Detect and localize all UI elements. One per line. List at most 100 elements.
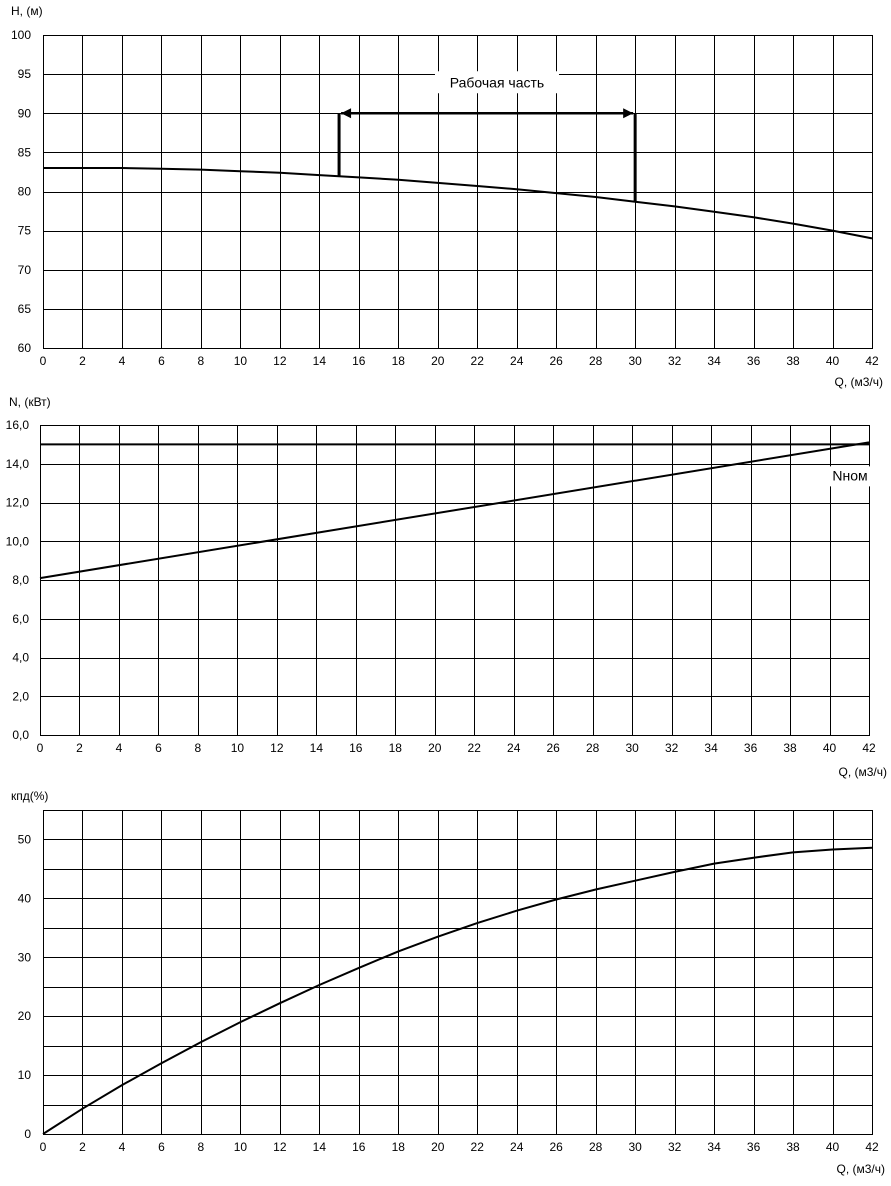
y-axis-label: H, (м) — [11, 4, 43, 18]
x-axis-label: Q, (м3/ч) — [834, 375, 883, 389]
x-tick-label: 32 — [668, 1140, 682, 1154]
x-tick-label: 10 — [234, 1140, 248, 1154]
y-tick-label: 70 — [18, 263, 32, 277]
x-tick-label: 12 — [270, 741, 284, 755]
x-tick-label: 28 — [589, 354, 603, 368]
x-tick-label: 22 — [471, 354, 485, 368]
x-tick-label: 20 — [428, 741, 442, 755]
y-tick-label: 0 — [24, 1127, 31, 1141]
x-tick-label: 40 — [826, 1140, 840, 1154]
y-tick-label: 10 — [18, 1068, 32, 1082]
x-tick-label: 32 — [665, 741, 679, 755]
x-tick-label: 40 — [823, 741, 837, 755]
y-tick-label: 75 — [18, 224, 32, 238]
x-axis-label: Q, (м3/ч) — [836, 1162, 885, 1176]
series-label: Nном — [832, 467, 867, 483]
x-tick-label: 22 — [471, 1140, 485, 1154]
y-tick-label: 50 — [18, 832, 32, 846]
x-tick-label: 24 — [510, 1140, 524, 1154]
y-tick-label: 30 — [18, 950, 32, 964]
arrowhead-right — [623, 108, 634, 119]
x-tick-label: 32 — [668, 354, 682, 368]
x-tick-label: 26 — [550, 1140, 564, 1154]
x-tick-label: 24 — [507, 741, 521, 755]
x-tick-label: 42 — [865, 1140, 879, 1154]
x-tick-label: 4 — [119, 354, 126, 368]
y-tick-label: 0,0 — [12, 728, 29, 742]
x-tick-label: 18 — [392, 1140, 406, 1154]
y-axis-label: кпд(%) — [11, 789, 48, 803]
x-tick-label: 6 — [158, 1140, 165, 1154]
x-tick-label: 30 — [628, 354, 642, 368]
y-tick-label: 40 — [18, 891, 32, 905]
x-axis-label: Q, (м3/ч) — [838, 765, 887, 779]
y-tick-label: 90 — [18, 106, 32, 120]
x-tick-label: 10 — [231, 741, 245, 755]
y-tick-label: 8,0 — [12, 573, 29, 587]
x-tick-label: 10 — [234, 354, 248, 368]
x-tick-label: 22 — [468, 741, 482, 755]
y-tick-label: 14,0 — [6, 457, 30, 471]
x-tick-label: 34 — [707, 1140, 721, 1154]
x-tick-label: 12 — [273, 354, 287, 368]
y-tick-label: 10,0 — [6, 534, 30, 548]
x-tick-label: 18 — [389, 741, 403, 755]
x-tick-label: 26 — [550, 354, 564, 368]
series-line-1 — [43, 167, 873, 240]
x-tick-label: 24 — [510, 354, 524, 368]
x-tick-label: 2 — [76, 741, 83, 755]
x-tick-label: 6 — [158, 354, 165, 368]
x-tick-label: 16 — [352, 1140, 366, 1154]
chart-1: 0 2 4 6 8 10 12 14 16 18 20 22 24 26 28 30 32 34 36 38 40 426… — [11, 4, 883, 389]
x-tick-label: 0 — [40, 354, 47, 368]
chart-2: 0 2 4 6 8 10 12 14 16 18 20 22 24 26 28 30 32 34 36 38 40 420… — [6, 395, 887, 779]
y-tick-label: 60 — [18, 341, 32, 355]
series-line-1 — [39, 441, 870, 580]
x-tick-label: 26 — [547, 741, 561, 755]
y-tick-label: 16,0 — [6, 418, 30, 432]
y-tick-label: 85 — [18, 145, 32, 159]
x-tick-label: 8 — [198, 354, 205, 368]
x-tick-label: 30 — [628, 1140, 642, 1154]
y-tick-label: 4,0 — [12, 651, 29, 665]
x-tick-label: 20 — [431, 354, 445, 368]
x-tick-label: 38 — [783, 741, 797, 755]
x-tick-label: 18 — [392, 354, 406, 368]
x-tick-label: 4 — [116, 741, 123, 755]
x-tick-label: 14 — [313, 1140, 327, 1154]
x-tick-label: 36 — [747, 1140, 761, 1154]
x-tick-label: 36 — [747, 354, 761, 368]
annotation-label: Рабочая часть — [450, 74, 545, 90]
x-tick-label: 30 — [625, 741, 639, 755]
x-tick-label: 40 — [826, 354, 840, 368]
plot-frame — [43, 35, 873, 349]
x-tick-label: 42 — [862, 741, 876, 755]
x-tick-label: 0 — [40, 1140, 47, 1154]
x-tick-label: 28 — [586, 741, 600, 755]
x-tick-label: 38 — [786, 1140, 800, 1154]
x-tick-label: 2 — [79, 354, 86, 368]
x-tick-label: 6 — [155, 741, 162, 755]
y-tick-label: 100 — [11, 28, 31, 42]
y-tick-label: 80 — [18, 185, 32, 199]
x-tick-label: 12 — [273, 1140, 287, 1154]
x-tick-label: 16 — [352, 354, 366, 368]
working-range-annotation: Рабочая часть — [337, 71, 637, 202]
plot-frame — [43, 810, 873, 1135]
y-axis-label: N, (кВт) — [9, 395, 51, 409]
y-tick-label: 2,0 — [12, 689, 29, 703]
annotation-label-bg — [434, 71, 559, 94]
plot-frame — [40, 425, 870, 736]
arrowhead-left — [341, 108, 352, 119]
x-tick-label: 34 — [704, 741, 718, 755]
x-tick-label: 8 — [195, 741, 202, 755]
x-tick-label: 14 — [313, 354, 327, 368]
x-tick-label: 14 — [310, 741, 324, 755]
x-tick-label: 42 — [865, 354, 879, 368]
x-tick-label: 4 — [119, 1140, 126, 1154]
x-tick-label: 28 — [589, 1140, 603, 1154]
chart-3: 0 2 4 6 8 10 12 14 16 18 20 22 24 26 28 30 32 34 36 38 40 420… — [11, 789, 885, 1176]
x-tick-label: 0 — [37, 741, 44, 755]
y-tick-label: 12,0 — [6, 496, 30, 510]
